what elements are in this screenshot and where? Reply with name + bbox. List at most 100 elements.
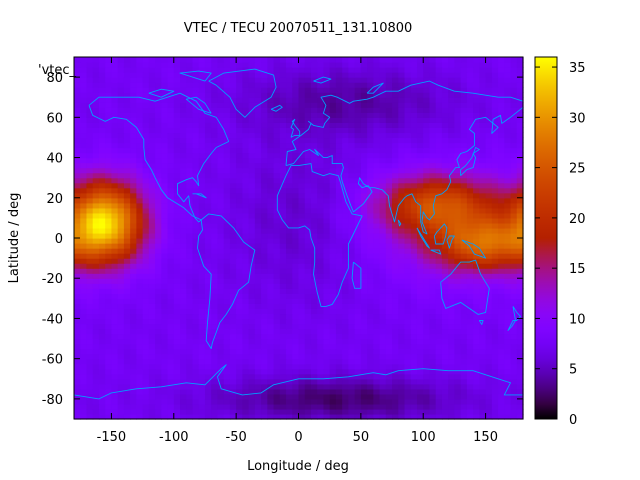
heatmap-cell bbox=[111, 263, 119, 269]
heatmap-cell bbox=[423, 413, 431, 420]
heatmap-cell bbox=[173, 273, 181, 279]
heatmap-cell bbox=[236, 167, 243, 174]
heatmap-cell bbox=[454, 97, 462, 103]
heatmap-cell bbox=[298, 202, 306, 209]
heatmap-cell bbox=[491, 308, 499, 315]
heatmap-cell bbox=[92, 378, 100, 385]
heatmap-cell bbox=[123, 273, 131, 279]
heatmap-cell bbox=[130, 363, 137, 370]
heatmap-cell bbox=[429, 408, 437, 415]
heatmap-cell bbox=[211, 353, 219, 360]
heatmap-cell bbox=[279, 232, 287, 239]
heatmap-cell bbox=[360, 413, 368, 420]
heatmap-cell bbox=[173, 373, 181, 380]
heatmap-cell bbox=[385, 268, 393, 274]
heatmap-cell bbox=[161, 243, 169, 249]
heatmap-cell bbox=[92, 117, 100, 123]
heatmap-cell bbox=[236, 187, 243, 194]
heatmap-cell bbox=[317, 298, 325, 304]
heatmap-cell bbox=[105, 137, 113, 144]
heatmap-cell bbox=[304, 102, 312, 108]
heatmap-cell bbox=[473, 82, 480, 88]
heatmap-cell bbox=[142, 353, 150, 360]
heatmap-cell bbox=[385, 147, 393, 154]
heatmap-cell bbox=[142, 388, 150, 395]
heatmap-cell bbox=[317, 87, 325, 93]
heatmap-cell bbox=[117, 87, 125, 93]
heatmap-cell bbox=[261, 207, 268, 214]
heatmap-cell bbox=[310, 197, 318, 204]
heatmap-cell bbox=[254, 127, 262, 134]
heatmap-cell bbox=[354, 72, 362, 78]
heatmap-cell bbox=[379, 147, 387, 154]
heatmap-cell bbox=[448, 278, 456, 284]
heatmap-cell bbox=[310, 313, 318, 320]
heatmap-cell bbox=[516, 363, 524, 370]
heatmap-cell bbox=[242, 77, 250, 83]
heatmap-cell bbox=[498, 238, 505, 244]
heatmap-cell bbox=[279, 383, 287, 390]
heatmap-cell bbox=[510, 398, 518, 405]
heatmap-cell bbox=[429, 253, 437, 259]
heatmap-cell bbox=[516, 328, 524, 335]
heatmap-cell bbox=[292, 363, 300, 370]
heatmap-cell bbox=[354, 333, 362, 340]
heatmap-cell bbox=[286, 72, 293, 78]
heatmap-cell bbox=[416, 383, 424, 390]
heatmap-cell bbox=[155, 112, 162, 118]
heatmap-cell bbox=[229, 227, 237, 234]
heatmap-cell bbox=[217, 343, 225, 350]
heatmap-cell bbox=[261, 368, 268, 375]
heatmap-cell bbox=[130, 72, 137, 78]
heatmap-cell bbox=[217, 393, 225, 400]
heatmap-cell bbox=[186, 373, 194, 380]
heatmap-cell bbox=[261, 132, 268, 139]
heatmap-cell bbox=[92, 197, 100, 204]
heatmap-cell bbox=[80, 303, 88, 309]
heatmap-cell bbox=[192, 238, 200, 244]
heatmap-cell bbox=[142, 293, 150, 299]
heatmap-cell bbox=[173, 162, 181, 169]
heatmap-cell bbox=[510, 318, 518, 325]
heatmap-cell bbox=[167, 373, 175, 380]
heatmap-cell bbox=[74, 343, 81, 350]
heatmap-cell bbox=[155, 278, 162, 284]
heatmap-cell bbox=[348, 303, 356, 309]
heatmap-cell bbox=[92, 253, 100, 259]
heatmap-cell bbox=[298, 167, 306, 174]
heatmap-cell bbox=[448, 388, 456, 395]
heatmap-cell bbox=[198, 243, 206, 249]
heatmap-cell bbox=[398, 248, 406, 254]
heatmap-cell bbox=[117, 127, 125, 134]
heatmap-cell bbox=[473, 353, 480, 360]
heatmap-cell bbox=[117, 313, 125, 320]
heatmap-cell bbox=[229, 87, 237, 93]
heatmap-cell bbox=[404, 152, 412, 159]
heatmap-cell bbox=[142, 313, 150, 320]
heatmap-cell bbox=[516, 137, 524, 144]
heatmap-cell bbox=[510, 358, 518, 365]
heatmap-cell bbox=[148, 72, 156, 78]
heatmap-cell bbox=[473, 278, 480, 284]
heatmap-cell bbox=[148, 253, 156, 259]
heatmap-cell bbox=[80, 328, 88, 335]
heatmap-cell bbox=[80, 87, 88, 93]
heatmap-cell bbox=[142, 192, 150, 199]
heatmap-cell bbox=[136, 112, 144, 118]
heatmap-cell bbox=[348, 92, 356, 98]
heatmap-cell bbox=[329, 278, 337, 284]
heatmap-cell bbox=[329, 112, 337, 118]
heatmap-cell bbox=[441, 132, 449, 139]
heatmap-cell bbox=[254, 248, 262, 254]
heatmap-cell bbox=[123, 97, 131, 103]
heatmap-cell bbox=[136, 232, 144, 239]
heatmap-cell bbox=[161, 308, 169, 315]
heatmap-cell bbox=[423, 77, 431, 83]
heatmap-cell bbox=[273, 258, 281, 264]
heatmap-cell bbox=[173, 72, 181, 78]
heatmap-cell bbox=[348, 273, 356, 279]
heatmap-cell bbox=[360, 192, 368, 199]
heatmap-cell bbox=[454, 383, 462, 390]
heatmap-cell bbox=[173, 368, 181, 375]
heatmap-cell bbox=[217, 167, 225, 174]
